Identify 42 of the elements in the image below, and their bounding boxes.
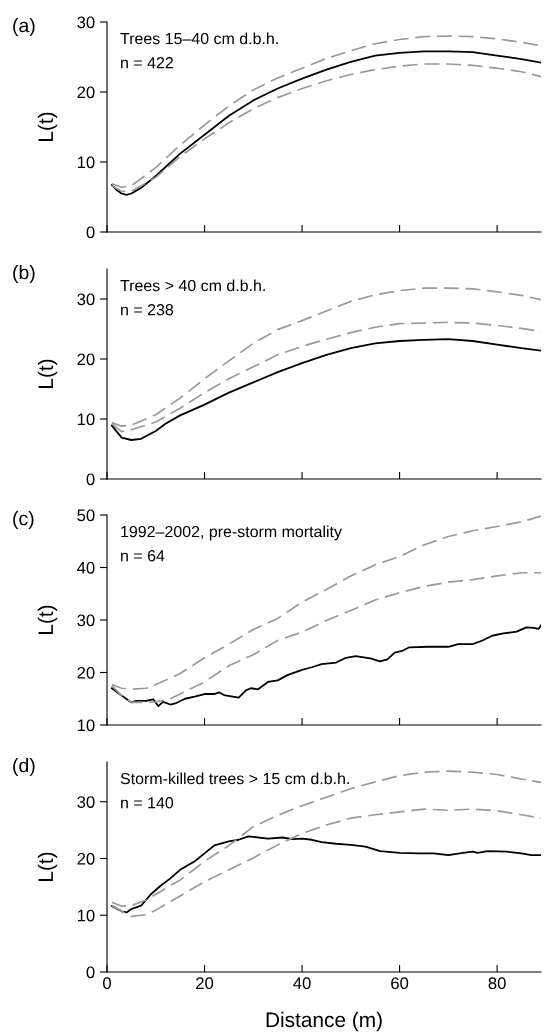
line-series — [110, 835, 541, 914]
annotation: 1992–2002, pre-storm mortality — [121, 525, 342, 541]
annotation: n = 422 — [121, 57, 173, 69]
y-tick-label: 0 — [86, 473, 95, 486]
annotation: Storm-killed trees > 15 cm d.b.h. — [120, 772, 349, 785]
x-tick-label: 60 — [391, 977, 409, 990]
line-series — [110, 338, 541, 441]
y-tick-label: 50 — [77, 509, 95, 522]
y-tick-label: 20 — [77, 86, 95, 99]
x-axis-title: Distance (m) — [266, 1011, 382, 1032]
y-tick-label: 30 — [77, 293, 95, 306]
x-tick-label: 40 — [293, 977, 311, 990]
y-tick-label: 10 — [77, 413, 95, 426]
y-tick-label: 10 — [77, 719, 95, 732]
y-axis-title: L(t) — [37, 359, 58, 388]
y-tick-label: 20 — [77, 852, 95, 865]
y-axis-title: L(t) — [37, 112, 58, 141]
chart-title: (b) — [13, 265, 35, 284]
y-tick-label: 30 — [77, 614, 95, 627]
y-tick-label: 40 — [77, 561, 95, 574]
x-tick-label: 0 — [103, 977, 111, 990]
y-tick-label: 0 — [86, 966, 95, 979]
chart-title: (d) — [13, 758, 35, 777]
y-tick-label: 10 — [77, 909, 95, 922]
y-tick-label: 30 — [77, 796, 95, 808]
y-tick-label: 0 — [86, 226, 95, 239]
y-axis-title: L(t) — [37, 852, 58, 881]
annotation: Trees > 40 cm d.b.h. — [120, 279, 265, 292]
x-tick-label: 20 — [196, 977, 214, 990]
y-tick-label: 20 — [77, 666, 95, 679]
annotation: n = 64 — [121, 550, 165, 562]
y-tick-label: 20 — [77, 353, 95, 366]
y-tick-label: 10 — [77, 156, 95, 169]
chart-title: (c) — [13, 511, 34, 530]
y-tick-label: 30 — [77, 16, 95, 29]
annotation: n = 238 — [121, 304, 174, 316]
annotation: n = 140 — [121, 797, 174, 809]
chart-title: (a) — [13, 18, 35, 37]
annotation: Trees 15–40 cm d.b.h. — [120, 32, 278, 45]
y-axis-title: L(t) — [37, 605, 58, 634]
line-series — [110, 624, 541, 708]
x-tick-label: 80 — [488, 977, 506, 990]
